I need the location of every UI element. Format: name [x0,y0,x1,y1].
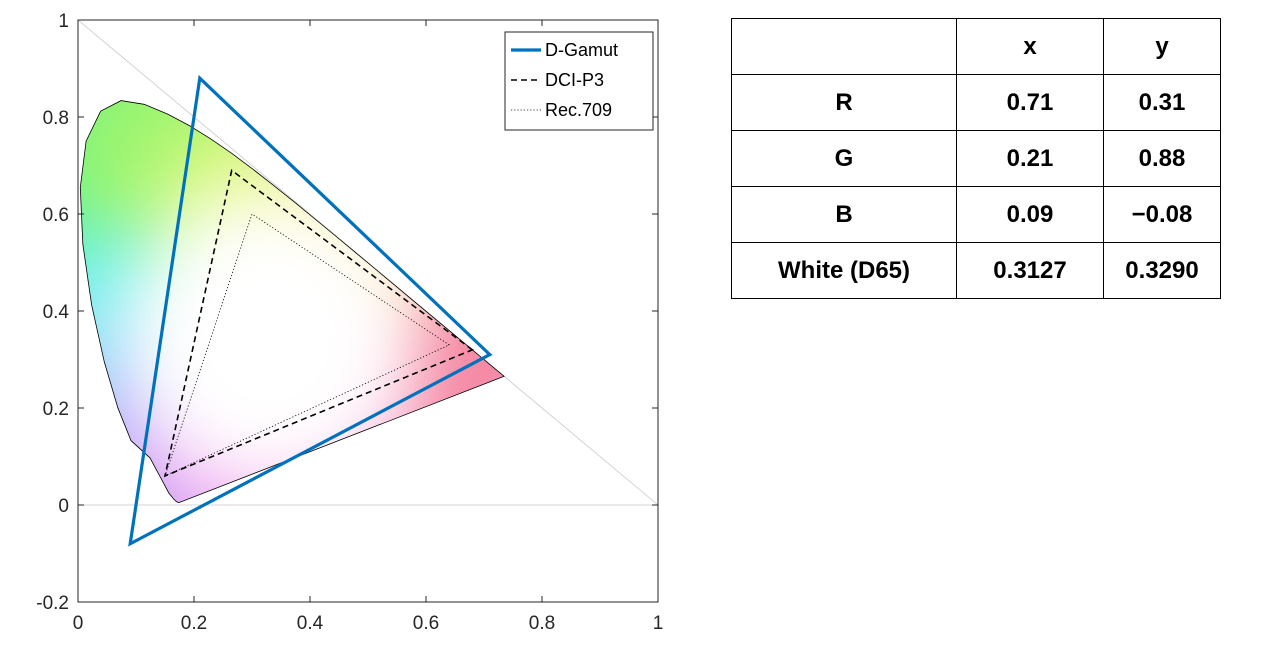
table-header-cell: x [956,18,1104,75]
table-cell: 0.09 [956,186,1104,243]
table-cell: 0.3127 [956,242,1104,299]
gamut-dci-p3 [163,169,475,478]
table-row: G 0.21 0.88 [731,130,1221,187]
legend-box [504,31,654,131]
legend-label: DCI-P3 [545,70,604,90]
x-tick-label: 0 [73,613,84,634]
gamut-d-gamut [128,74,493,547]
primaries-table: x y R 0.71 0.31 G 0.21 0.88 B 0.09 −0.08… [731,18,1221,299]
y-tick-label: 0 [58,496,69,517]
table-cell: −0.08 [1103,186,1221,243]
locus-color-blob [119,190,420,491]
x-tick-label: 0.2 [181,613,207,634]
gamut-rec-709 [164,213,451,477]
y-tick-label: 0.8 [43,108,69,129]
x-tick-label: 1 [653,613,664,634]
table-header-row: x y [731,18,1221,75]
table-cell: White (D65) [731,242,957,299]
x-tick-label: 0.8 [529,613,555,634]
table-header-cell [731,18,957,75]
x-tick-label: 0.6 [413,613,439,634]
locus-outline [79,100,505,504]
cie-chromaticity-chart: 0 0.2 0.4 0.6 0.8 1 -0.2 0 0.2 0.4 0.6 0.8 1 D-Gamut… [36,11,663,634]
gamut-triangles [128,74,493,547]
table-header-cell: y [1103,18,1221,75]
y-tick-label: 0.6 [43,205,69,226]
chart-svg: 0 0.2 0.4 0.6 0.8 1-0.200.20.40.60.81 D-Gamut… [36,11,663,634]
table-cell: G [731,130,957,187]
y-tick-label: 1 [58,11,69,32]
table-cell: 0.21 [956,130,1104,187]
table-cell: 0.88 [1103,130,1221,187]
legend-label: Rec.709 [545,100,612,120]
table-row: B 0.09 −0.08 [731,186,1221,243]
table-row: White (D65) 0.3127 0.3290 [731,242,1221,299]
legend: D-Gamut DCI-P3 Rec.709 [504,31,654,131]
y-tick-label: 0.4 [43,302,70,323]
spectral-locus [79,100,505,504]
axes: 0 0.2 0.4 0.6 0.8 1-0.200.20.40.60.81 [36,11,663,634]
table-cell: B [731,186,957,243]
table-row: R 0.71 0.31 [731,74,1221,131]
y-tick-label: 0.2 [43,399,69,420]
table-cell: 0.3290 [1103,242,1221,299]
table-cell: 0.31 [1103,74,1221,131]
table-cell: 0.71 [956,74,1104,131]
table-cell: R [731,74,957,131]
x-tick-label: 0.4 [297,613,324,634]
legend-label: D-Gamut [545,40,618,60]
y-tick-label: -0.2 [36,593,69,614]
